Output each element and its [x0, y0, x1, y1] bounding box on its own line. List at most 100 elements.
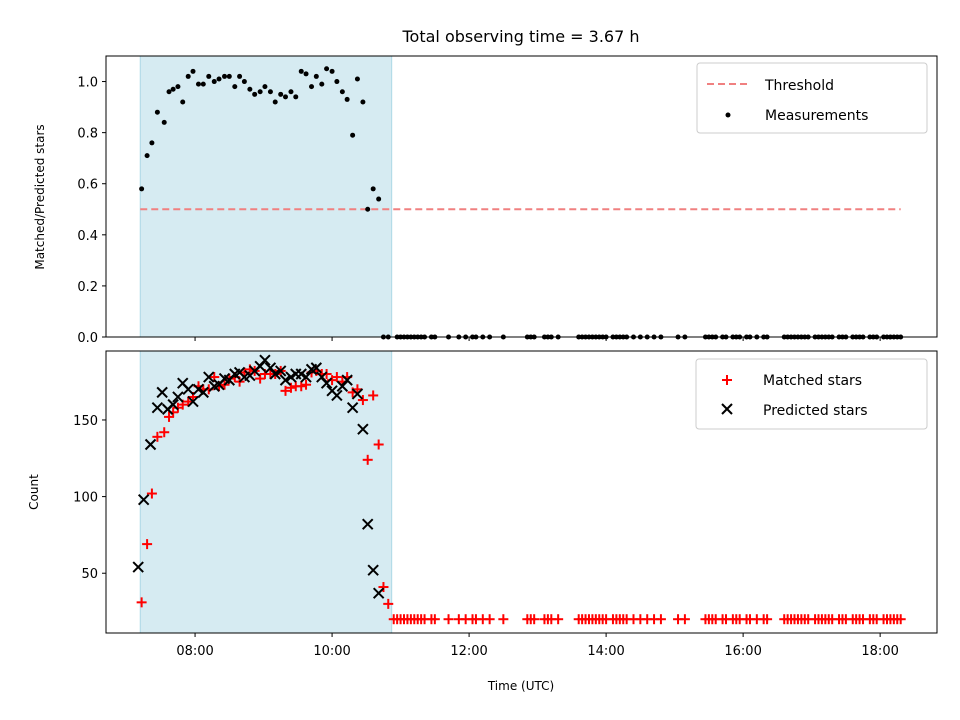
matched-star-point [296, 381, 307, 392]
bottom-axes-frame [105, 350, 938, 634]
measurement-point [278, 91, 284, 97]
predicted-star-point [187, 395, 199, 408]
measurement-point [329, 68, 335, 74]
predicted-star-point [351, 388, 364, 400]
predicted-star-point [167, 398, 179, 411]
predicted-star-point [320, 377, 333, 389]
measurement-point [293, 94, 299, 100]
matched-star-point [152, 431, 163, 442]
x-tick-label: 18:00 [861, 644, 898, 659]
predicted-star-point [279, 374, 292, 386]
predicted-star-point [182, 383, 194, 396]
measurement-point [313, 73, 319, 79]
measurement-point [354, 76, 360, 82]
measurement-point [360, 99, 366, 105]
matched-star-point [895, 614, 906, 625]
x-tick-label: 10:00 [313, 644, 350, 659]
measurement-point [206, 73, 212, 79]
measurement-point [324, 66, 330, 72]
measurement-point [303, 71, 309, 77]
predicted-star-point [203, 371, 215, 383]
measurement-point [282, 94, 288, 100]
matched-star-point [429, 614, 440, 625]
matched-star-point [484, 614, 495, 625]
top-y-tick-label: 0.2 [77, 280, 98, 295]
matched-star-point [280, 385, 291, 396]
matched-star-point [183, 396, 194, 407]
measurement-point [257, 89, 263, 95]
predicted-star-point [151, 401, 164, 414]
measurement-point [216, 76, 222, 82]
matched-star-point [159, 427, 170, 438]
measurement-point [170, 86, 176, 92]
bottom-legend-box [695, 358, 928, 430]
matched-star-point [443, 614, 454, 625]
threshold-legend-label: Threshold [764, 78, 834, 94]
measurement-point [298, 68, 304, 74]
predicted-star-point [259, 354, 271, 366]
predicted-star-point [341, 374, 353, 386]
bottom-legend: Matched stars Predicted stars [695, 358, 928, 430]
predicted-star-point [310, 362, 323, 374]
top-y-tick-label: 0.8 [77, 127, 98, 142]
predicted-legend-swatch [721, 403, 733, 415]
predicted-star-point [346, 401, 359, 414]
matched-star-point [331, 372, 342, 383]
matched-star-point [553, 614, 564, 625]
measurement-point [267, 89, 273, 95]
measurement-point [339, 89, 345, 95]
measurement-point [247, 86, 253, 92]
predicted-star-point [372, 587, 385, 599]
measurement-point [262, 84, 268, 90]
matched-star-point [368, 390, 379, 401]
measurements-legend-label: Measurements [765, 108, 868, 124]
measurement-point [154, 109, 160, 115]
measurement-point [211, 79, 217, 85]
measurements-legend-swatch [725, 112, 731, 118]
measurement-point [319, 81, 325, 87]
measurement-point [334, 79, 340, 85]
measurement-point [365, 206, 371, 212]
measurement-point [232, 84, 238, 90]
top-y-tick-label: 0.4 [77, 229, 98, 244]
predicted-star-point [331, 389, 343, 402]
top-panel: 0.0 0.2 0.4 0.6 0.8 1.0 Matched/Predicted sta… [33, 55, 938, 346]
x-tick-label: 14:00 [587, 644, 624, 659]
matched-legend-swatch [722, 375, 732, 385]
matched-star-point [383, 598, 394, 609]
measurement-point [252, 91, 258, 97]
measurement-point [180, 99, 186, 105]
x-axis-label: Time (UTC) [487, 679, 554, 693]
matched-star-point [357, 395, 368, 406]
predicted-star-point [357, 423, 369, 435]
measurement-point [149, 140, 155, 146]
measurement-point [185, 73, 191, 79]
predicted-star-point [137, 493, 150, 506]
measurement-point [190, 68, 196, 74]
measurement-point [195, 81, 201, 87]
x-tick-label: 16:00 [724, 644, 761, 659]
measurement-point [175, 84, 181, 90]
measurement-point [376, 196, 382, 202]
matched-star-point [679, 614, 690, 625]
predicted-star-point [274, 365, 287, 377]
top-legend-box [696, 62, 928, 134]
bottom-observing-window [139, 350, 393, 634]
measurement-point [161, 119, 167, 125]
measurement-point [222, 73, 228, 79]
matched-star-point [136, 597, 147, 608]
top-y-axis-label: Matched/Predicted stars [33, 124, 47, 269]
predicted-star-point [367, 564, 379, 576]
matched-star-point [762, 614, 773, 625]
figure-title: Total observing time = 3.67 h [401, 27, 639, 46]
predicted-star-point [197, 386, 209, 399]
matched-star-point [655, 614, 666, 625]
measurement-point [350, 132, 356, 138]
measurement-point [344, 96, 350, 102]
matched-star-point [224, 373, 235, 384]
top-y-tick-label: 0.0 [77, 331, 98, 346]
x-tick-label: 08:00 [176, 644, 213, 659]
measurement-point [272, 99, 278, 105]
